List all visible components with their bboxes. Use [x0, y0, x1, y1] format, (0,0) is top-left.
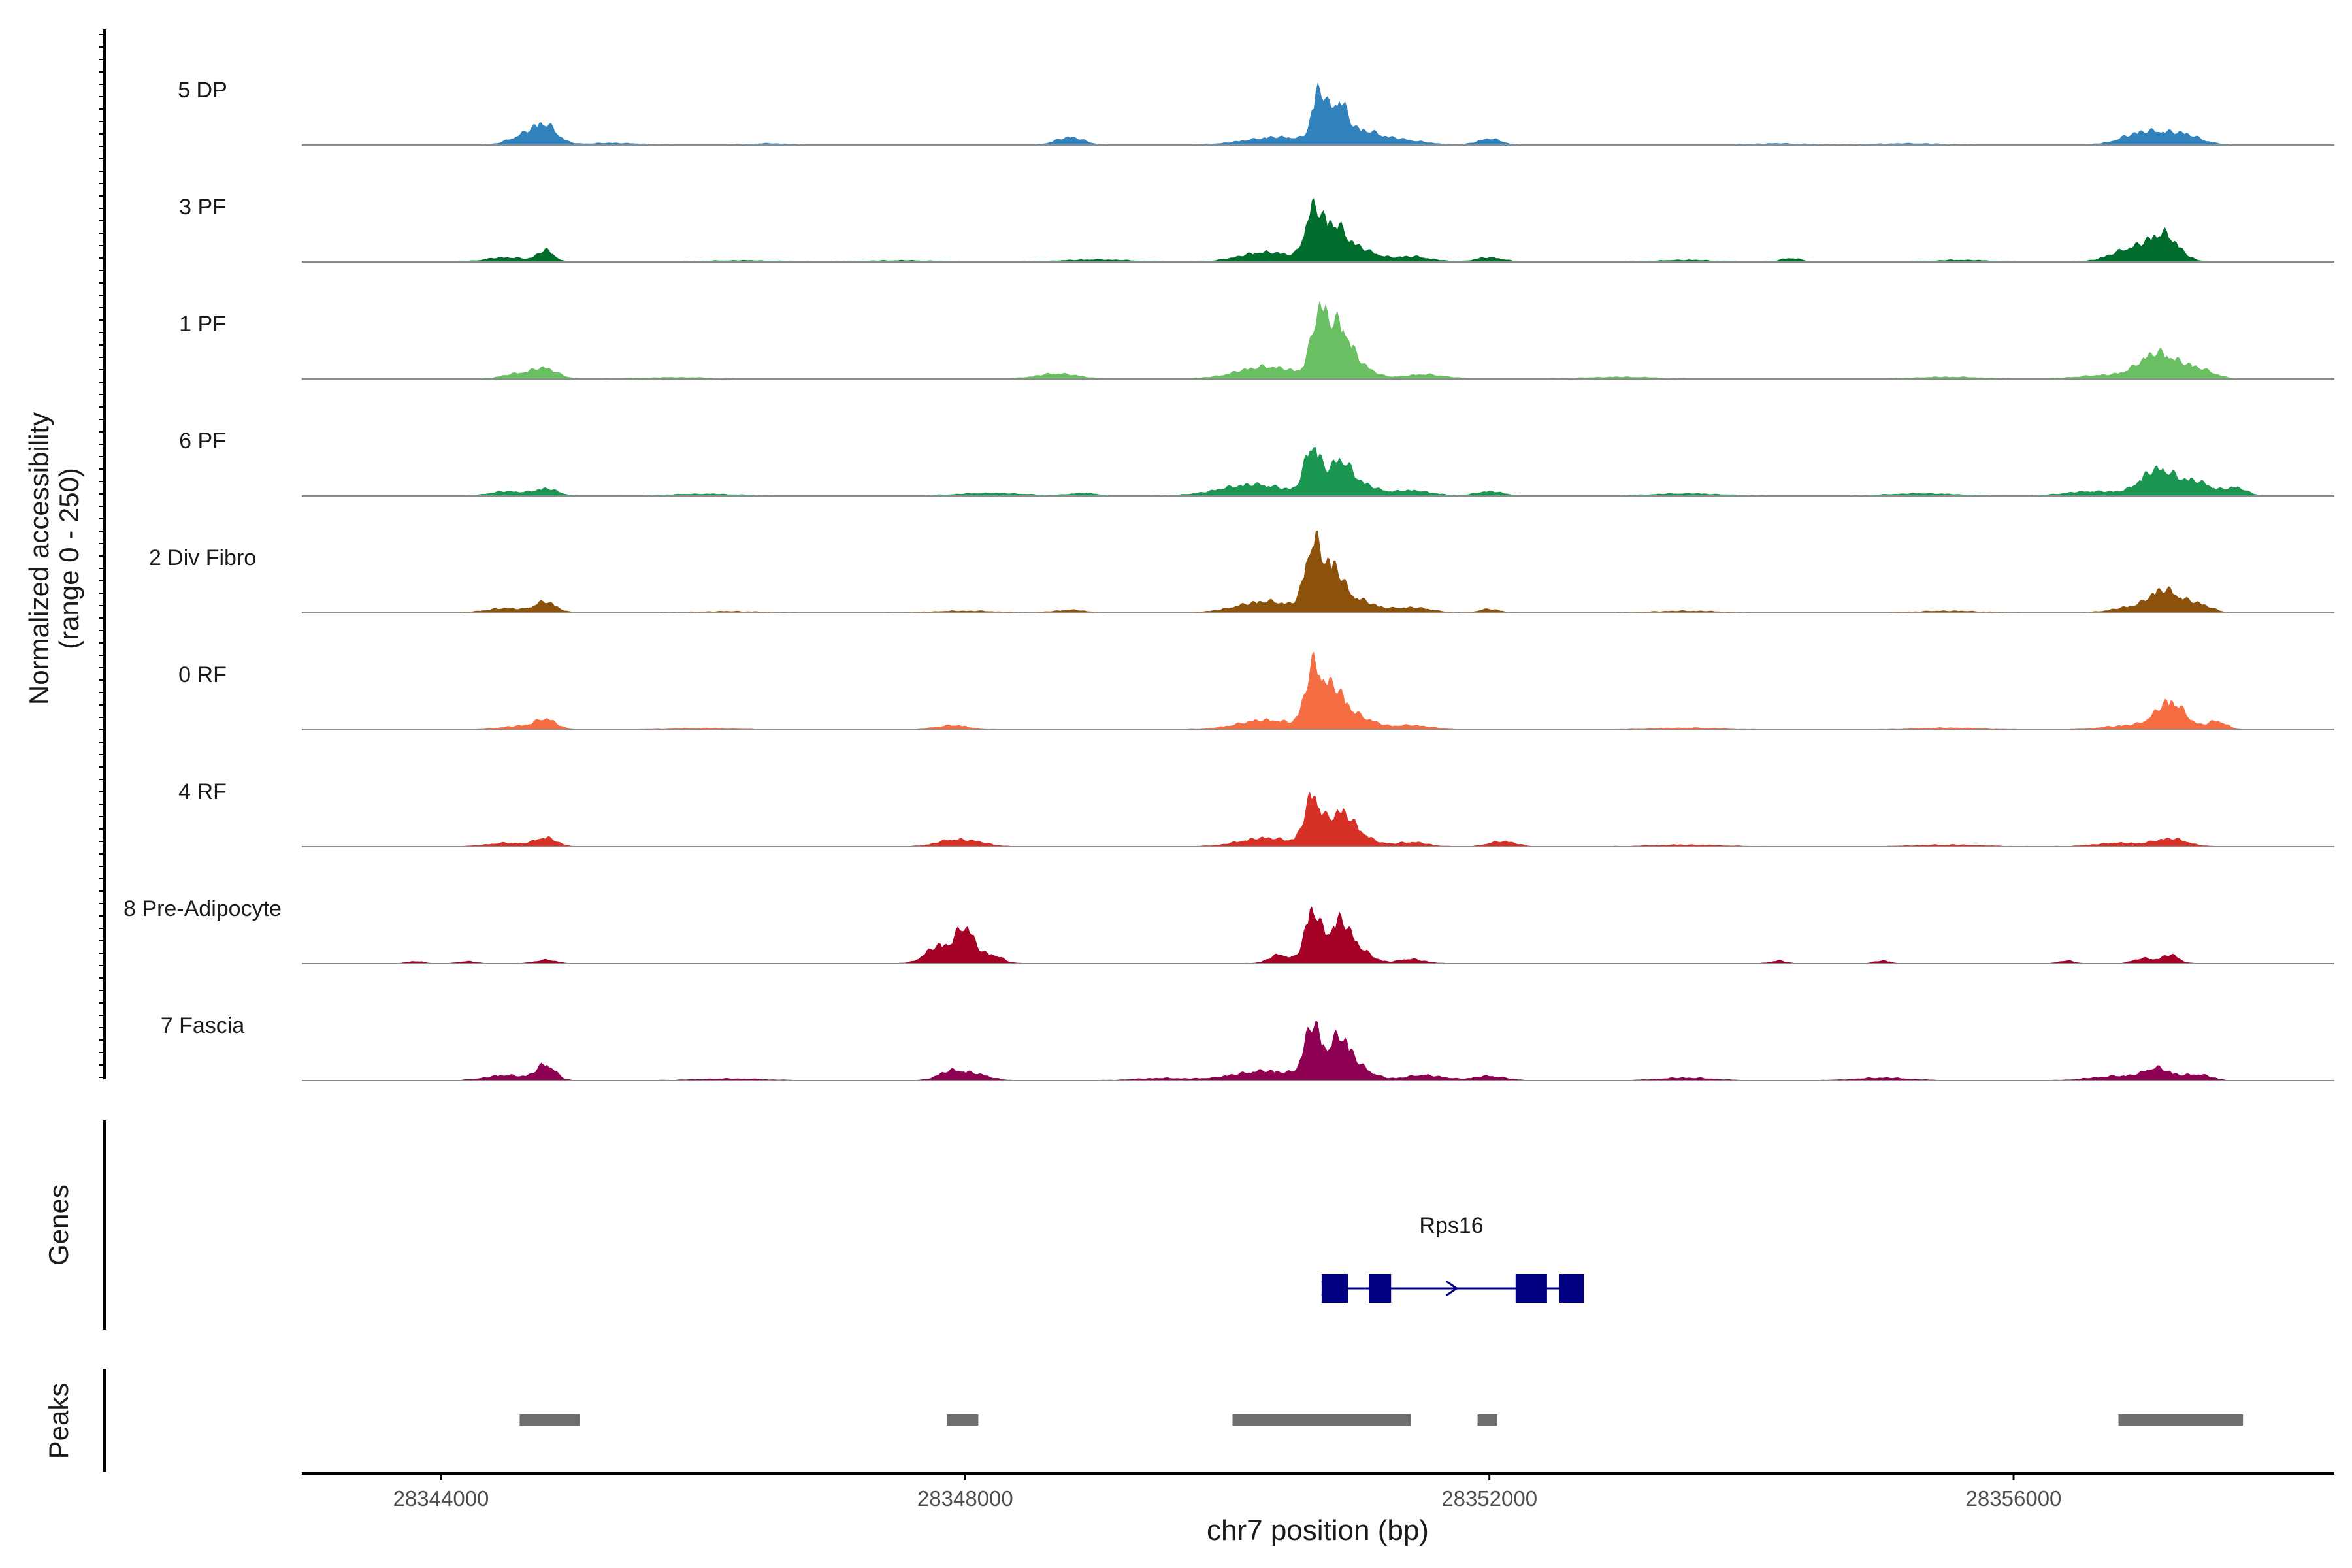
- peak-regions: [519, 1414, 2244, 1426]
- gene-exon: [1559, 1274, 1584, 1303]
- track-7-fascia: 7 Fascia: [161, 1013, 2334, 1081]
- peak-region: [2118, 1414, 2244, 1426]
- track-2-div-fibro: 2 Div Fibro: [149, 530, 2334, 613]
- track-6-pf: 6 PF: [179, 429, 2334, 497]
- track-label: 2 Div Fibro: [149, 546, 256, 570]
- coverage-tracks: 5 DP 3 PF 1 PF 6 PF 2 Div Fibro 0 RF 4 RF 8 Pre…: [123, 78, 2334, 1081]
- peaks-track-label: Peaks: [43, 1383, 74, 1460]
- coverage-y-axis: [99, 29, 106, 1079]
- peak-region: [1477, 1414, 1497, 1426]
- peak-region: [947, 1414, 979, 1426]
- gene-exon: [1321, 1274, 1348, 1303]
- track-5-dp: 5 DP: [178, 78, 2334, 146]
- track-label: 8 Pre-Adipocyte: [123, 896, 282, 921]
- track-label: 0 RF: [178, 662, 227, 687]
- track-label: 3 PF: [179, 195, 226, 220]
- peak-region: [519, 1414, 580, 1426]
- track-label: 4 RF: [178, 779, 227, 804]
- track-0-rf: 0 RF: [178, 651, 2334, 730]
- genes-track: Genes Rps16: [43, 1120, 1584, 1330]
- x-tick-label: 28352000: [1441, 1486, 1537, 1511]
- y-axis-title-line2: (range 0 - 250): [54, 468, 84, 649]
- x-axis-title: chr7 position (bp): [1207, 1514, 1429, 1546]
- track-1-pf: 1 PF: [179, 301, 2334, 380]
- gene-model-rps16: [1321, 1274, 1584, 1303]
- track-label: 1 PF: [179, 312, 226, 336]
- coverage-area: [323, 82, 2263, 145]
- peak-region: [1232, 1414, 1411, 1426]
- gene-exon: [1369, 1274, 1392, 1303]
- gene-strand-arrow: [1321, 1280, 1334, 1297]
- x-axis: 28344000 28348000 28352000 28356000: [302, 1472, 2334, 1511]
- x-tick-label: 28356000: [1966, 1486, 2062, 1511]
- track-label: 7 Fascia: [161, 1013, 245, 1038]
- genes-track-label: Genes: [43, 1184, 74, 1266]
- peaks-track: Peaks: [43, 1369, 2244, 1472]
- gene-name-label: Rps16: [1419, 1213, 1483, 1238]
- track-4-rf: 4 RF: [178, 779, 2334, 847]
- track-3-pf: 3 PF: [179, 195, 2334, 263]
- y-axis-title-line1: Normalized accessibility: [24, 412, 54, 705]
- track-label: 5 DP: [178, 78, 227, 103]
- x-tick-label: 28348000: [917, 1486, 1013, 1511]
- x-tick-label: 28344000: [393, 1486, 489, 1511]
- track-label: 6 PF: [179, 429, 226, 453]
- gene-strand-arrow: [1445, 1280, 1459, 1297]
- track-8-pre-adipocyte: 8 Pre-Adipocyte: [123, 896, 2334, 964]
- gene-exon: [1515, 1274, 1547, 1303]
